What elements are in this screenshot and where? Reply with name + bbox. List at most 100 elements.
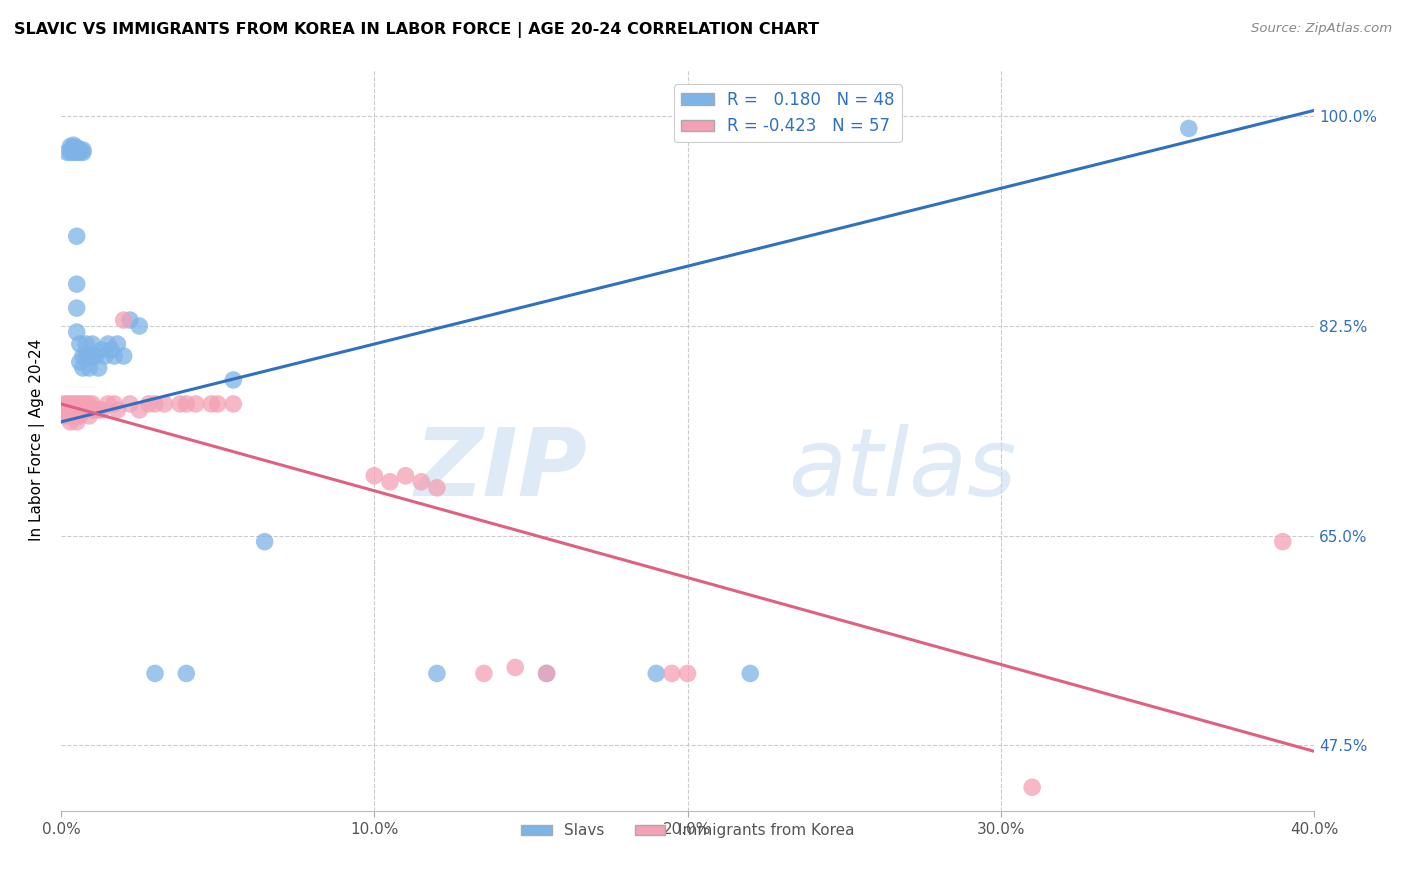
Point (118, 397, 141, 411)
Point (77, 349, 100, 363)
Point (128, 319, 150, 334)
Text: SLAVIC VS IMMIGRANTS FROM KOREA IN LABOR FORCE | AGE 20-24 CORRELATION CHART: SLAVIC VS IMMIGRANTS FROM KOREA IN LABOR… (14, 22, 820, 38)
Point (169, 397, 191, 411)
Point (69, 145, 91, 160)
Point (56, 145, 79, 160)
Point (363, 468, 385, 483)
Point (59, 145, 82, 160)
Point (77, 409, 100, 423)
Point (62, 140, 84, 154)
Point (87, 361, 110, 376)
Point (222, 397, 245, 411)
Point (103, 397, 125, 411)
Point (426, 666, 449, 681)
Point (69, 403, 91, 417)
Point (1021, 780, 1043, 795)
Point (72, 143, 94, 157)
Point (62, 138, 84, 153)
Point (53, 397, 76, 411)
Point (66, 415, 89, 429)
Point (676, 666, 699, 681)
Point (200, 397, 222, 411)
Point (66, 229, 89, 244)
Point (66, 140, 89, 154)
Point (645, 666, 668, 681)
Point (97, 337, 120, 351)
Point (176, 397, 198, 411)
Point (82, 403, 104, 417)
Point (75, 337, 97, 351)
Point (69, 397, 91, 411)
Point (62, 143, 84, 157)
Point (112, 313, 135, 327)
Point (66, 409, 89, 423)
Point (740, 666, 762, 681)
Point (84, 349, 107, 363)
Point (66, 145, 89, 160)
Text: ZIP: ZIP (415, 424, 588, 516)
Text: Source: ZipAtlas.com: Source: ZipAtlas.com (1251, 22, 1392, 36)
Point (661, 666, 683, 681)
Point (69, 337, 91, 351)
Point (253, 534, 276, 549)
Point (59, 415, 82, 429)
Point (59, 139, 82, 153)
Point (72, 145, 94, 160)
Point (66, 143, 89, 157)
Point (1271, 534, 1294, 549)
Point (66, 277, 89, 292)
Point (56, 403, 79, 417)
Point (69, 355, 91, 369)
Point (107, 337, 129, 351)
Point (207, 397, 229, 411)
Point (536, 666, 558, 681)
Point (222, 373, 245, 387)
Point (75, 349, 97, 363)
Point (56, 409, 79, 423)
Point (112, 349, 135, 363)
Point (59, 397, 82, 411)
Point (66, 325, 89, 339)
Point (56, 397, 79, 411)
Point (66, 403, 89, 417)
Point (426, 481, 449, 495)
Point (176, 666, 198, 681)
Point (536, 666, 558, 681)
Point (59, 409, 82, 423)
Point (143, 397, 166, 411)
Point (72, 361, 94, 376)
Point (53, 409, 76, 423)
Point (69, 143, 91, 157)
Point (59, 403, 82, 417)
Point (184, 397, 207, 411)
Point (503, 660, 526, 674)
Point (394, 468, 416, 483)
Point (62, 409, 84, 423)
Point (118, 313, 141, 327)
Point (103, 349, 125, 363)
Point (77, 361, 100, 376)
Point (69, 409, 91, 423)
Point (77, 397, 100, 411)
Point (82, 349, 104, 363)
Point (100, 343, 122, 357)
Point (1178, 121, 1201, 136)
Point (72, 403, 94, 417)
Point (62, 403, 84, 417)
Point (143, 666, 166, 681)
Point (94, 349, 117, 363)
Point (138, 397, 160, 411)
Point (62, 145, 84, 160)
Y-axis label: In Labor Force | Age 20-24: In Labor Force | Age 20-24 (30, 339, 45, 541)
Point (87, 403, 110, 417)
Point (90, 343, 112, 357)
Point (153, 397, 176, 411)
Point (62, 397, 84, 411)
Point (84, 403, 107, 417)
Point (82, 337, 104, 351)
Point (72, 397, 94, 411)
Point (72, 349, 94, 363)
Point (411, 475, 433, 489)
Point (66, 397, 89, 411)
Point (107, 403, 129, 417)
